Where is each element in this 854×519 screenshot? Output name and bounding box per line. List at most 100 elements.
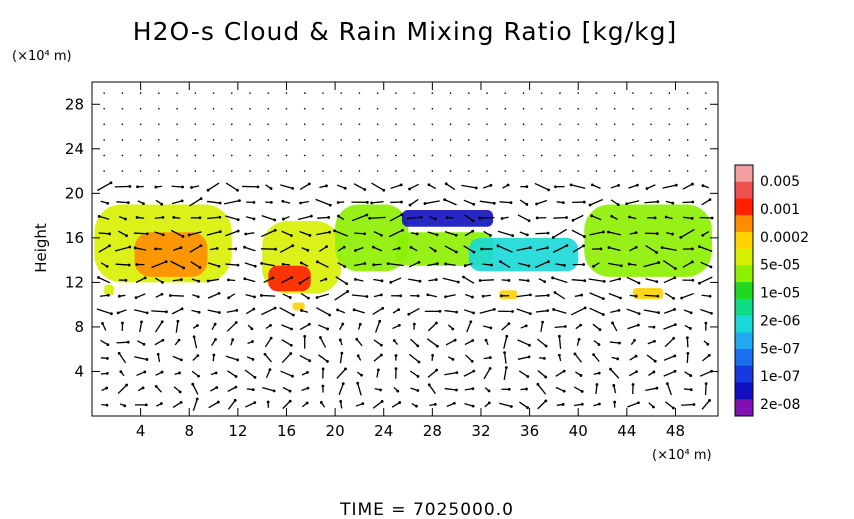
wind-arrow-head bbox=[195, 397, 199, 401]
wind-arrow-head bbox=[182, 266, 186, 270]
wind-arrow bbox=[334, 290, 349, 301]
wind-arrow bbox=[244, 246, 256, 252]
wind-arrow-head bbox=[407, 312, 411, 316]
wind-arrow bbox=[170, 294, 184, 297]
wind-arrow bbox=[467, 138, 470, 141]
wind-arrow-head bbox=[251, 357, 255, 361]
wind-arrow-head bbox=[145, 311, 149, 315]
wind-arrow bbox=[194, 138, 197, 141]
wind-arrow-head bbox=[664, 215, 668, 219]
wind-arrow-head bbox=[416, 389, 420, 392]
wind-arrow bbox=[408, 278, 421, 282]
wind-arrow-head bbox=[290, 327, 293, 331]
wind-arrow bbox=[413, 138, 416, 141]
wind-arrow bbox=[682, 183, 693, 190]
wind-arrow-head bbox=[503, 351, 506, 355]
wind-arrow-head bbox=[315, 296, 319, 299]
wind-arrow bbox=[267, 138, 270, 141]
wind-arrow bbox=[358, 154, 361, 157]
wind-arrow-head bbox=[418, 279, 422, 283]
wind-arrow bbox=[664, 337, 675, 348]
wind-arrow bbox=[663, 308, 675, 314]
wind-arrow-head bbox=[161, 216, 165, 219]
wind-arrow-head bbox=[597, 343, 601, 346]
wind-arrow-head bbox=[97, 276, 100, 279]
wind-arrow bbox=[686, 170, 689, 173]
wind-arrow bbox=[668, 138, 671, 141]
wind-arrow-head bbox=[655, 280, 659, 284]
wind-arrow bbox=[610, 199, 619, 206]
wind-arrow bbox=[373, 278, 383, 282]
wind-arrow-head bbox=[590, 214, 594, 218]
wind-arrow bbox=[646, 354, 656, 362]
wind-arrow bbox=[226, 309, 237, 313]
wind-arrow-head bbox=[116, 311, 120, 315]
wind-arrow-head bbox=[341, 322, 345, 326]
wind-arrow-head bbox=[105, 403, 109, 407]
wind-arrow bbox=[535, 247, 548, 251]
wind-arrow-head bbox=[657, 261, 661, 264]
wind-arrow-head bbox=[656, 200, 660, 204]
y-axis-label: Height bbox=[32, 223, 50, 273]
wind-arrow-head bbox=[328, 203, 332, 207]
wind-arrow bbox=[516, 308, 531, 315]
wind-arrow-head bbox=[673, 308, 676, 311]
wind-arrow bbox=[354, 232, 365, 235]
colorbar-label: 5e-07 bbox=[760, 341, 800, 357]
wind-arrow bbox=[261, 294, 276, 297]
wind-arrow-head bbox=[634, 354, 638, 358]
wind-arrow bbox=[206, 231, 221, 236]
wind-arrow-head bbox=[671, 201, 675, 205]
wind-arrow bbox=[427, 263, 438, 267]
wind-arrow bbox=[373, 354, 382, 362]
wind-arrow-head bbox=[356, 381, 360, 385]
wind-arrow bbox=[645, 278, 657, 283]
wind-arrow-head bbox=[160, 370, 164, 374]
y-tick-label: 8 bbox=[74, 318, 84, 336]
x-tick-label: 8 bbox=[184, 422, 194, 440]
wind-arrow bbox=[170, 229, 184, 238]
wind-arrow-head bbox=[571, 218, 575, 222]
wind-arrow-head bbox=[427, 183, 431, 187]
wind-arrow-head bbox=[525, 185, 529, 189]
wind-arrow-head bbox=[583, 235, 586, 238]
wind-arrow-head bbox=[299, 261, 303, 265]
wind-arrow-head bbox=[451, 357, 455, 361]
colorbar-swatch bbox=[735, 399, 753, 417]
wind-arrow-head bbox=[565, 216, 568, 219]
wind-arrow bbox=[281, 277, 292, 284]
wind-arrow-head bbox=[633, 338, 636, 342]
wind-arrow bbox=[516, 247, 531, 251]
wind-arrow bbox=[338, 383, 344, 396]
wind-arrow-head bbox=[298, 281, 302, 285]
colorbar-label: 0.005 bbox=[760, 174, 800, 190]
cloud-region-10 bbox=[499, 290, 518, 300]
wind-arrow-head bbox=[710, 311, 713, 315]
wind-arrow bbox=[267, 154, 270, 157]
wind-arrow-head bbox=[339, 399, 343, 403]
wind-arrow bbox=[643, 309, 659, 314]
wind-arrow bbox=[413, 107, 415, 110]
wind-arrow-head bbox=[500, 217, 504, 220]
wind-arrow-head bbox=[215, 247, 219, 250]
wind-arrow bbox=[571, 279, 585, 282]
wind-arrow bbox=[627, 402, 639, 408]
wind-arrow-head bbox=[135, 263, 139, 266]
wind-arrow-head bbox=[636, 323, 640, 327]
wind-arrow-head bbox=[612, 384, 616, 387]
wind-arrow-head bbox=[273, 306, 277, 310]
wind-arrow-head bbox=[319, 336, 322, 339]
wind-arrow-head bbox=[396, 389, 400, 393]
wind-arrow-head bbox=[462, 275, 465, 279]
wind-arrow-head bbox=[179, 358, 183, 362]
wind-arrow-head bbox=[289, 234, 293, 237]
wind-arrow-head bbox=[291, 244, 295, 248]
wind-arrow-head bbox=[234, 375, 238, 378]
wind-arrow-head bbox=[535, 202, 538, 206]
cloud-field bbox=[94, 204, 712, 311]
colorbar: 0.005 0.001 0.0002 5e-05 1e-05 2e-06 5e-07 1e-0… bbox=[734, 164, 809, 417]
wind-arrow-head bbox=[582, 263, 586, 266]
wind-arrow-head bbox=[363, 232, 367, 236]
wind-arrow bbox=[207, 262, 220, 267]
